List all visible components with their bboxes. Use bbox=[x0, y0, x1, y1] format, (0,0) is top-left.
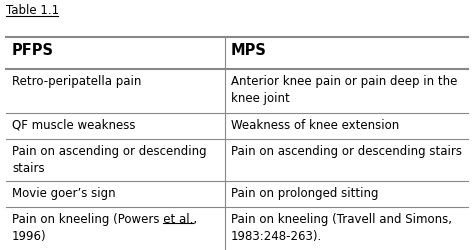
Text: MPS: MPS bbox=[231, 43, 267, 58]
Text: Pain on ascending or descending stairs: Pain on ascending or descending stairs bbox=[231, 144, 462, 157]
Text: PFPS: PFPS bbox=[12, 43, 54, 58]
Text: Pain on prolonged sitting: Pain on prolonged sitting bbox=[231, 186, 379, 199]
Text: Pain on kneeling (Powers et al.,
1996): Pain on kneeling (Powers et al., 1996) bbox=[12, 212, 197, 242]
Text: Pain on ascending or descending
stairs: Pain on ascending or descending stairs bbox=[12, 144, 207, 174]
Text: Pain on kneeling (Travell and Simons,
1983:248-263).: Pain on kneeling (Travell and Simons, 19… bbox=[231, 212, 452, 242]
Text: Weakness of knee extension: Weakness of knee extension bbox=[231, 118, 399, 132]
Text: Movie goer’s sign: Movie goer’s sign bbox=[12, 186, 116, 199]
Text: Retro-peripatella pain: Retro-peripatella pain bbox=[12, 75, 141, 88]
Text: QF muscle weakness: QF muscle weakness bbox=[12, 118, 136, 132]
Text: Table 1.1: Table 1.1 bbox=[6, 4, 59, 17]
Text: Anterior knee pain or pain deep in the
knee joint: Anterior knee pain or pain deep in the k… bbox=[231, 75, 457, 104]
